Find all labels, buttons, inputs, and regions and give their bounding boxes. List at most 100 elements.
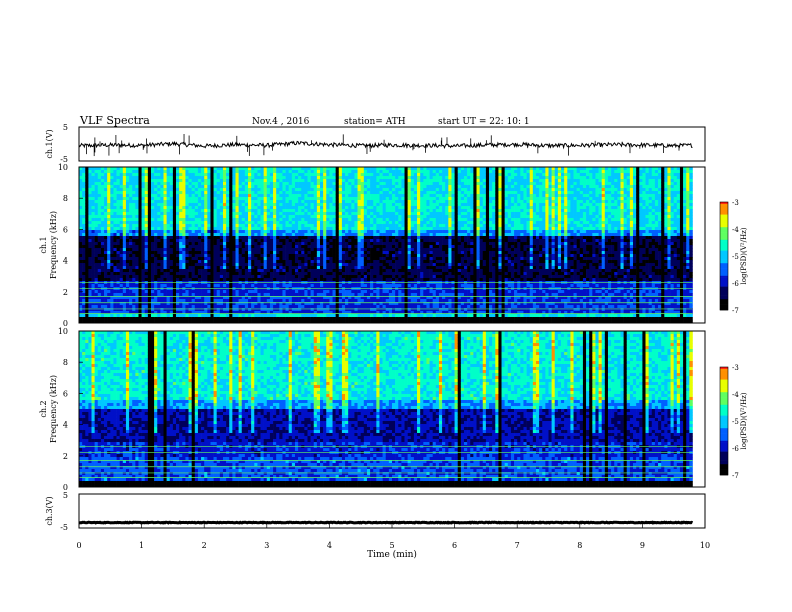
spectrogram-cell	[182, 176, 186, 180]
spectrogram-cell	[257, 311, 261, 315]
spectrogram-cell	[172, 248, 177, 252]
spectrogram-cell	[310, 173, 315, 177]
spectrogram-cell	[82, 209, 86, 213]
spectrogram-cell	[304, 302, 308, 306]
spectrogram-cell	[188, 284, 192, 288]
spectrogram-cell	[326, 257, 330, 261]
spectrogram-cell	[248, 305, 252, 309]
spectrogram-cell	[125, 179, 130, 183]
spectrogram-cell	[201, 209, 205, 213]
spectrogram-cell	[229, 266, 233, 270]
spectrogram-cell	[298, 203, 302, 207]
spectrogram-cell	[222, 278, 227, 282]
spectrogram-cell	[341, 236, 346, 240]
spectrogram-cell	[157, 218, 161, 222]
spectrogram-cell	[141, 209, 146, 213]
spectrogram-cell	[366, 224, 371, 228]
spectrogram-cell	[307, 278, 311, 282]
spectrogram-cell	[188, 170, 192, 174]
spectrogram-cell	[197, 170, 202, 174]
spectrogram-cell	[360, 248, 365, 252]
spectrogram-cell	[204, 254, 208, 258]
spectrogram-cell	[307, 206, 311, 210]
spectrogram-cell	[313, 302, 318, 306]
spectrogram-cell	[179, 203, 183, 207]
spectrogram-cell	[235, 305, 239, 309]
spectrogram-cell	[85, 200, 89, 204]
spectrogram-cell	[307, 272, 311, 276]
spectrogram-cell	[244, 320, 249, 324]
spectrogram-cell	[201, 230, 205, 234]
spectrogram-cell	[251, 176, 255, 180]
spectrogram-cell	[226, 179, 230, 183]
spectrogram-cell	[360, 182, 365, 186]
spectrogram-cell	[335, 311, 340, 315]
spectrogram-cell	[88, 275, 92, 279]
spectrogram-cell	[351, 182, 355, 186]
spectrogram-cell	[104, 305, 108, 309]
spectrogram-cell	[179, 173, 183, 177]
spectrogram-cell	[150, 296, 155, 300]
spectrogram-cell	[273, 290, 277, 294]
spectrogram-cell	[185, 215, 189, 219]
spectrogram-cell	[125, 203, 130, 207]
spectrogram-cell	[176, 308, 180, 312]
spectrogram-cell	[91, 284, 95, 288]
spectrogram-cell	[257, 290, 261, 294]
spectrogram-cell	[176, 239, 180, 243]
spectrogram-cell	[210, 221, 214, 225]
spectrogram-cell	[307, 230, 311, 234]
spectrogram-cell	[341, 284, 346, 288]
spectrogram-cell	[188, 251, 192, 255]
spectrogram-cell	[235, 179, 239, 183]
spectrogram-cell	[370, 248, 374, 252]
spectrogram-cell	[254, 242, 258, 246]
spectrogram-cell	[366, 299, 371, 303]
spectrogram-cell	[232, 311, 236, 315]
spectrogram-cell	[332, 272, 336, 276]
spectrogram-cell	[104, 215, 108, 219]
spectrogram-cell	[254, 224, 258, 228]
spectrogram-cell	[307, 242, 311, 246]
spectrogram-cell	[213, 266, 218, 270]
spectrogram-cell	[150, 191, 155, 195]
spectrogram-cell	[269, 245, 274, 249]
spectrogram-cell	[110, 293, 114, 297]
spectrogram-cell	[110, 179, 114, 183]
spectrogram-cell	[191, 314, 196, 318]
spectrogram-cell	[222, 200, 227, 204]
spectrogram-cell	[279, 266, 283, 270]
spectrogram-cell	[147, 284, 152, 288]
spectrogram-cell	[85, 203, 89, 207]
spectrogram-cell	[276, 320, 280, 324]
spectrogram-cell	[373, 314, 377, 318]
spectrogram-cell	[238, 260, 243, 264]
spectrogram-cell	[100, 224, 105, 228]
spectrogram-cell	[172, 239, 177, 243]
spectrogram-cell	[301, 245, 305, 249]
spectrogram-cell	[301, 242, 305, 246]
spectrogram-cell	[116, 269, 120, 273]
spectrogram-cell	[182, 191, 186, 195]
spectrogram-cell	[116, 200, 120, 204]
spectrogram-cell	[104, 311, 108, 315]
spectrogram-cell	[116, 239, 120, 243]
spectrogram-cell	[116, 278, 120, 282]
spectrogram-cell	[269, 227, 274, 231]
spectrogram-cell	[232, 233, 236, 237]
spectrogram-cell	[79, 203, 83, 207]
spectrogram-cell	[257, 239, 261, 243]
spectrogram-cell	[194, 299, 199, 303]
spectrogram-cell	[360, 257, 365, 261]
spectrogram-cell	[197, 248, 202, 252]
spectrogram-cell	[157, 179, 161, 183]
spectrogram-cell	[326, 311, 330, 315]
spectrogram-cell	[79, 275, 83, 279]
spectrogram-cell	[116, 248, 120, 252]
spectrogram-cell	[244, 203, 249, 207]
spectrogram-cell	[104, 320, 108, 324]
spectrogram-cell	[213, 275, 218, 279]
spectrogram-cell	[160, 275, 164, 279]
spectrogram-cell	[282, 179, 286, 183]
spectrogram-cell	[176, 251, 180, 255]
